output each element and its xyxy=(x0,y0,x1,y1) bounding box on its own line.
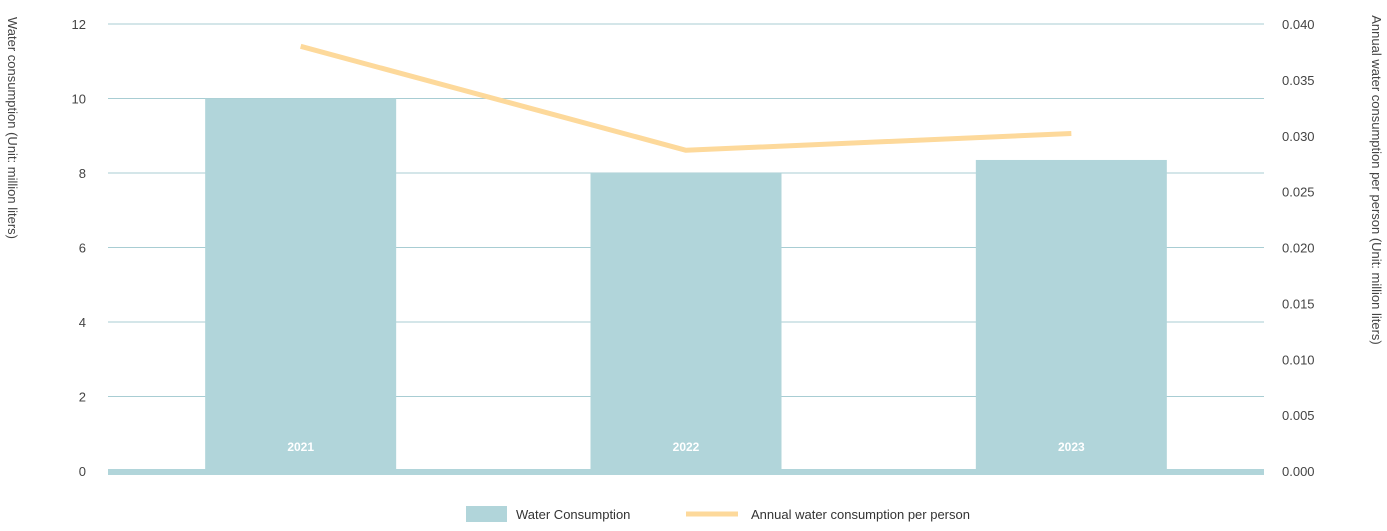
right-y-tick-label: 0.030 xyxy=(1282,129,1315,144)
left-y-tick-label: 4 xyxy=(79,315,86,330)
right-y-tick-label: 0.000 xyxy=(1282,464,1315,479)
line-series xyxy=(300,43,1072,153)
left-y-tick-label: 8 xyxy=(79,166,86,181)
bar-2021 xyxy=(205,98,397,475)
legend: Water Consumption Annual water consumpti… xyxy=(466,506,970,522)
x-category-label: 2021 xyxy=(287,440,314,454)
right-y-tick-label: 0.035 xyxy=(1282,73,1315,88)
left-y-axis-title: Water consumption (Unit: million liters) xyxy=(5,17,20,239)
left-y-tick-label: 2 xyxy=(79,390,86,405)
left-y-tick-label: 0 xyxy=(79,464,86,479)
left-y-tick-label: 10 xyxy=(72,92,86,107)
legend-label-water-consumption: Water Consumption xyxy=(516,507,630,522)
legend-swatch-water-consumption xyxy=(466,506,507,522)
right-y-axis-title: Annual water consumption per person (Uni… xyxy=(1369,15,1384,344)
x-axis-baseline xyxy=(108,469,1264,475)
category-labels: 2021 2022 2023 xyxy=(287,440,1085,454)
x-category-label: 2022 xyxy=(673,440,700,454)
left-y-tick-label: 6 xyxy=(79,241,86,256)
left-y-axis-ticks: 0 2 4 6 8 10 12 xyxy=(72,17,86,479)
bar-series xyxy=(205,98,1167,475)
left-y-tick-label: 12 xyxy=(72,17,86,32)
right-y-tick-label: 0.015 xyxy=(1282,296,1315,311)
bar-2022 xyxy=(590,173,782,475)
right-y-tick-label: 0.025 xyxy=(1282,185,1315,200)
bar-2023 xyxy=(975,159,1167,475)
right-y-axis-ticks: 0.000 0.005 0.010 0.015 0.020 0.025 0.030 0.035… xyxy=(1282,17,1315,479)
x-category-label: 2023 xyxy=(1058,440,1085,454)
right-y-tick-label: 0.005 xyxy=(1282,408,1315,423)
baseline-band xyxy=(108,469,1264,475)
right-y-tick-label: 0.040 xyxy=(1282,17,1315,32)
right-y-tick-label: 0.020 xyxy=(1282,241,1315,256)
legend-label-per-person: Annual water consumption per person xyxy=(751,507,970,522)
right-y-tick-label: 0.010 xyxy=(1282,352,1315,367)
